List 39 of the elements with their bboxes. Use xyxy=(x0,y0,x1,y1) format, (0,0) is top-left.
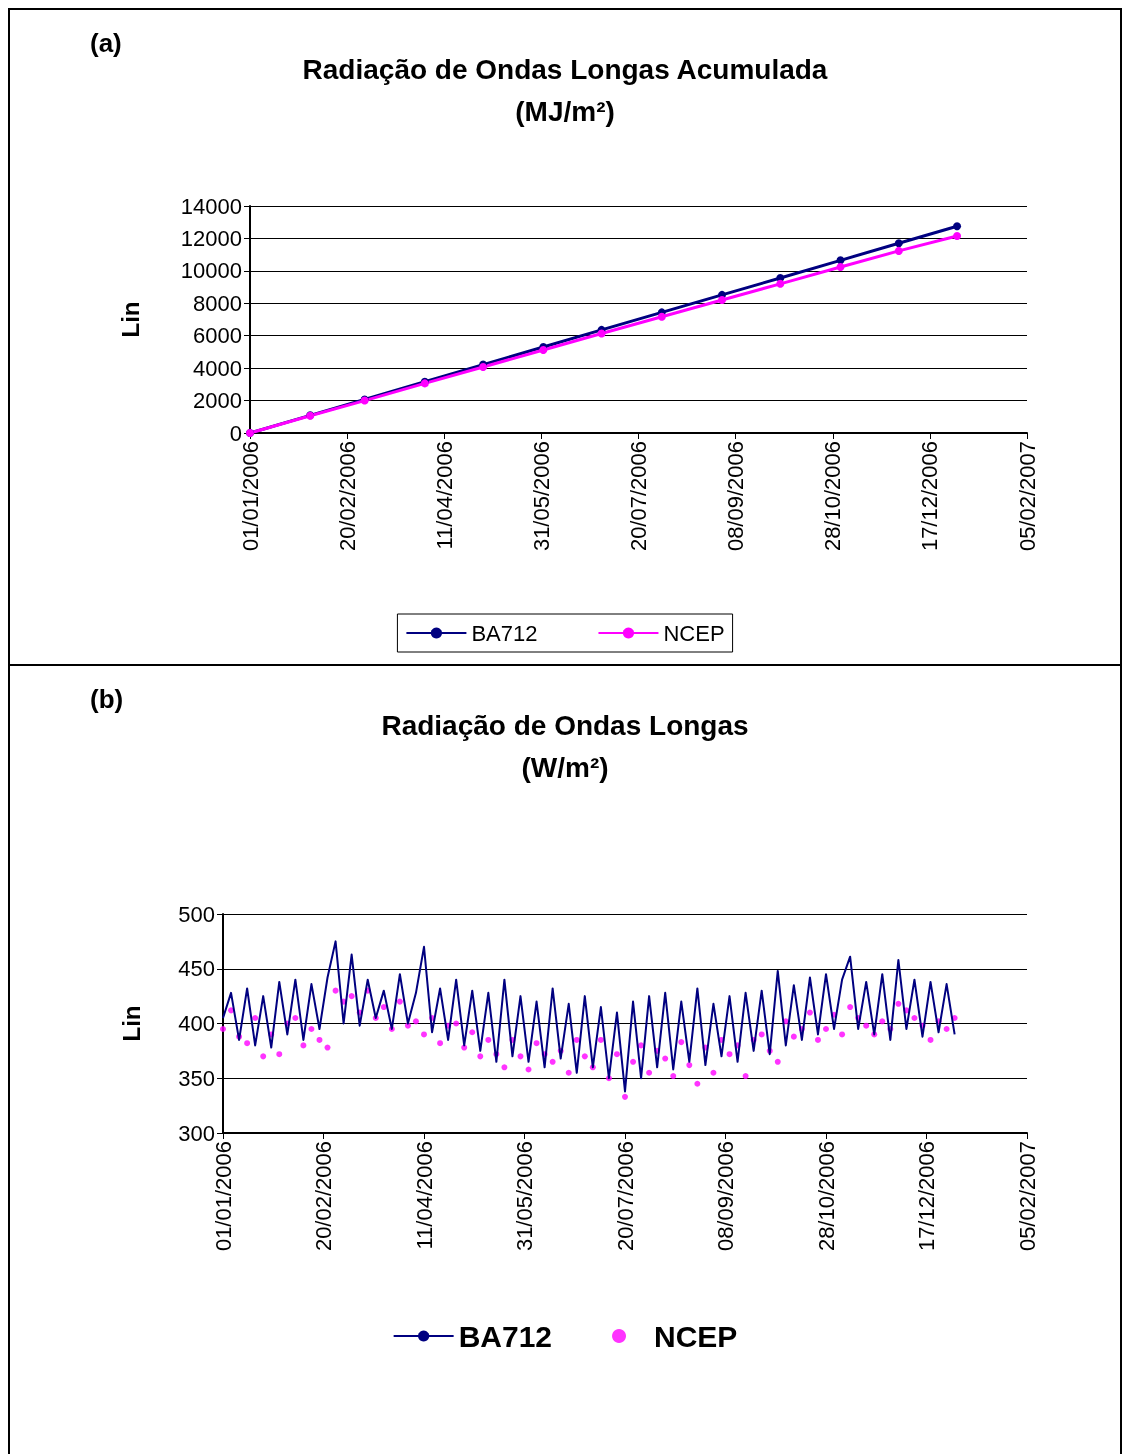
y-tick-label: 12000 xyxy=(180,225,242,251)
y-tick-label: 400 xyxy=(178,1011,215,1036)
x-tick-label: 20/07/2006 xyxy=(612,1141,638,1252)
x-tick-label: 20/07/2006 xyxy=(626,441,651,552)
y-tick-label: 500 xyxy=(178,901,215,927)
legend-label: BA712 xyxy=(471,620,538,646)
x-tick-label: 08/09/2006 xyxy=(713,1141,738,1252)
y-tick-label: 6000 xyxy=(193,323,242,349)
x-tick-label: 17/12/2006 xyxy=(917,441,943,552)
x-tick-label: 31/05/2006 xyxy=(512,1141,537,1252)
y-axis-title: Lin xyxy=(116,301,144,338)
x-tick-label: 11/04/2006 xyxy=(411,1141,437,1250)
x-tick-label: 28/10/2006 xyxy=(820,441,846,552)
x-tick-label: 31/05/2006 xyxy=(528,441,554,552)
x-tick-label: 05/02/2007 xyxy=(1014,441,1040,552)
x-tick-label: 20/02/2006 xyxy=(311,1141,336,1252)
text: (a) xyxy=(90,28,122,58)
legend-label: NCEP xyxy=(654,1319,738,1353)
x-tick-label: 20/02/2006 xyxy=(334,441,360,552)
chart-subtitle: (MJ/m²) xyxy=(515,95,615,127)
x-tick-label: 17/12/2006 xyxy=(914,1141,939,1252)
x-tick-label: 28/10/2006 xyxy=(813,1141,839,1252)
y-tick-label: 4000 xyxy=(193,355,242,381)
y-axis-title: Lin xyxy=(117,1005,145,1042)
y-tick-label: 8000 xyxy=(193,290,242,316)
x-tick-label: 05/02/2007 xyxy=(1014,1141,1040,1252)
chart-title: Radiação de Ondas Longas Acumulada xyxy=(302,53,828,85)
y-tick-label: 14000 xyxy=(180,193,242,219)
y-tick-label: 10000 xyxy=(180,258,242,284)
text: (b) xyxy=(90,684,124,714)
y-tick-label: 2000 xyxy=(193,388,242,414)
x-tick-label: 08/09/2006 xyxy=(723,441,749,552)
legend-label: BA712 xyxy=(458,1319,553,1353)
chart-title: Radiação de Ondas Longas xyxy=(381,709,749,741)
x-tick-label: 11/04/2006 xyxy=(431,441,457,550)
y-tick-label: 450 xyxy=(178,956,215,982)
chart-subtitle: (W/m²) xyxy=(521,751,609,783)
legend-label: NCEP xyxy=(663,620,725,646)
y-tick-label: 350 xyxy=(178,1065,215,1091)
